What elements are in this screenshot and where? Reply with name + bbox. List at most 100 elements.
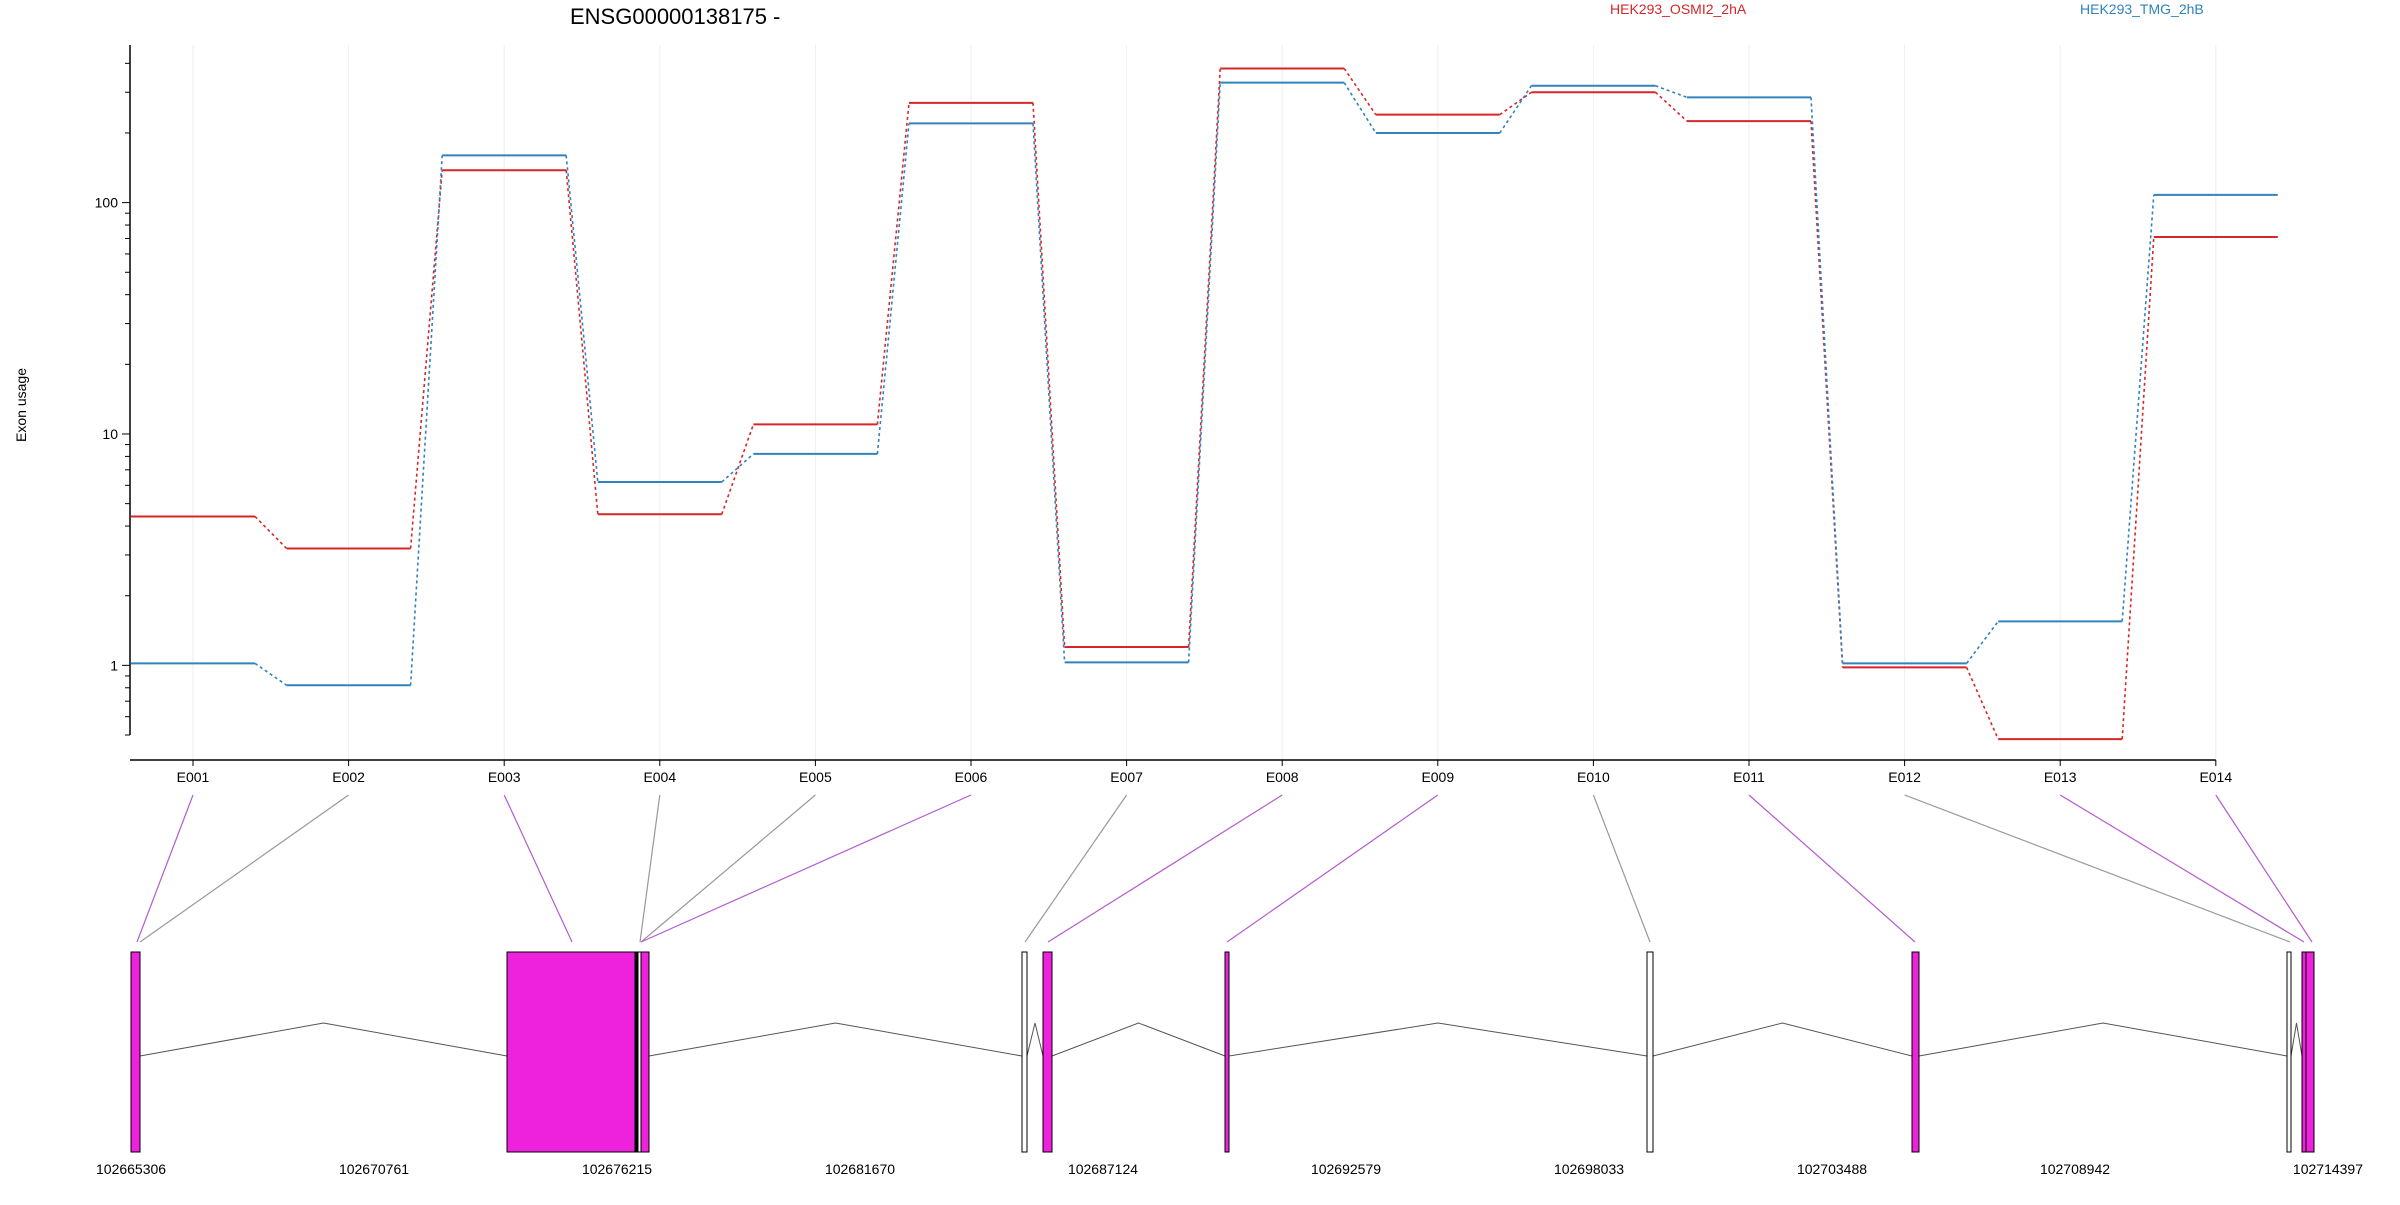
series-1 (131, 81, 2278, 687)
x-tick-label: E006 (955, 769, 988, 785)
series-connector (1654, 91, 1688, 122)
exon-connector (2059, 794, 2305, 943)
exon-block-highlighted (130, 951, 141, 1153)
x-tick-label: E014 (2199, 769, 2232, 785)
intron-line (2290, 1022, 2303, 1057)
coordinate-label: 102703488 (1797, 1161, 1867, 1177)
y-axis-label: Exon usage (13, 368, 29, 442)
series-connector (1187, 82, 1221, 663)
coordinate-label: 102665306 (96, 1161, 166, 1177)
gene-model (130, 951, 2315, 1153)
exon-connector (1904, 794, 2291, 943)
exon-connector (1748, 794, 1916, 943)
y-tick-label: 100 (95, 195, 119, 211)
series-connector (1032, 102, 1066, 648)
series-connector (1499, 91, 1532, 116)
coordinate-label: 102687124 (1068, 1161, 1138, 1177)
coordinate-label: 102681670 (825, 1161, 895, 1177)
exon-block-highlighted (2305, 951, 2315, 1153)
coordinate-label: 102692579 (1311, 1161, 1381, 1177)
intron-line (1228, 1022, 1648, 1057)
series-connector (1187, 68, 1221, 648)
series-connector (1965, 620, 1999, 664)
series-connector (1343, 68, 1377, 116)
x-tick-label: E003 (488, 769, 521, 785)
series-connector (409, 170, 443, 549)
exon-connector (640, 794, 972, 943)
series-connector (1655, 84, 1688, 99)
exon-block-highlighted (2301, 951, 2307, 1153)
series-connector (409, 155, 443, 686)
x-tick-label: E008 (1266, 769, 1299, 785)
intron-line (1051, 1022, 1226, 1057)
x-tick-labels: E001 E002 E003 E004 E005 E006 E007 E008 E009 E010… (177, 769, 2233, 785)
x-tick-label: E005 (799, 769, 832, 785)
exon-connector (139, 794, 349, 943)
exon-connector (1047, 794, 1283, 943)
series-connector (1810, 121, 1844, 668)
exon-connector (1592, 794, 1651, 943)
series-connector (254, 662, 288, 686)
x-tick-label: E007 (1110, 769, 1143, 785)
exon-connector (639, 794, 661, 943)
intron-line (139, 1022, 508, 1057)
exon-connector-lines (136, 794, 2313, 943)
exon-connector (640, 794, 816, 943)
y-tick-label: 10 (102, 426, 118, 442)
exon-block-highlighted (1911, 951, 1920, 1153)
coordinate-label: 102698033 (1554, 1161, 1624, 1177)
exon-block-highlighted (1042, 951, 1053, 1153)
exon-block-highlighted (640, 951, 650, 1153)
exon-connector (136, 794, 194, 943)
coordinate-label: 102708942 (2040, 1161, 2110, 1177)
series-connector (565, 155, 599, 483)
series-connector (876, 123, 910, 455)
series-connector (2121, 236, 2155, 740)
legend-entry-osmi2: HEK293_OSMI2_2hA (1610, 1, 1747, 17)
exon-connector (1226, 794, 1439, 943)
x-tick-label: E013 (2044, 769, 2077, 785)
exon-connector (503, 794, 573, 943)
chart-title: ENSG00000138175 - (570, 4, 780, 29)
gridlines (192, 45, 2217, 760)
exon-connector (2215, 794, 2313, 943)
axes: 1 10 100 (95, 45, 2217, 766)
exon-connector (1024, 794, 1128, 943)
series-lines (131, 67, 2278, 741)
coordinate-labels: 102665306 102670761 102676215 102681670 1026… (96, 1161, 2363, 1177)
intron-line (648, 1022, 1023, 1057)
x-tick-label: E011 (1733, 769, 1765, 785)
x-tick-label: E009 (1421, 769, 1454, 785)
exon-block (1646, 951, 1654, 1153)
series-connector (1499, 85, 1533, 134)
x-tick-label: E010 (1577, 769, 1610, 785)
x-tick-label: E002 (332, 769, 365, 785)
series-connector (1810, 97, 1844, 664)
exon-block-highlighted (506, 951, 636, 1153)
intron-line (1652, 1022, 1913, 1057)
series-0 (131, 67, 2278, 741)
x-tick-label: E004 (643, 769, 676, 785)
series-connector (2121, 194, 2155, 622)
series-connector (1343, 82, 1377, 134)
series-connector (876, 102, 910, 425)
series-connector (565, 170, 599, 515)
x-tick-label: E001 (177, 769, 210, 785)
y-tick-label: 1 (110, 657, 118, 673)
exon-block-highlighted (1224, 951, 1230, 1153)
coordinate-label: 102714397 (2293, 1161, 2363, 1177)
series-connector (1032, 123, 1066, 663)
exon-block (1021, 951, 1028, 1153)
coordinate-label: 102670761 (339, 1161, 409, 1177)
exon-block (2286, 951, 2292, 1153)
series-connector (1965, 667, 1999, 740)
legend-entry-tmg: HEK293_TMG_2hB (2080, 1, 2204, 17)
series-connector (254, 515, 288, 550)
x-tick-label: E012 (1888, 769, 1921, 785)
series-connector (721, 453, 754, 483)
series-connector (721, 424, 755, 515)
coordinate-label: 102676215 (582, 1161, 652, 1177)
intron-line (1026, 1022, 1044, 1057)
